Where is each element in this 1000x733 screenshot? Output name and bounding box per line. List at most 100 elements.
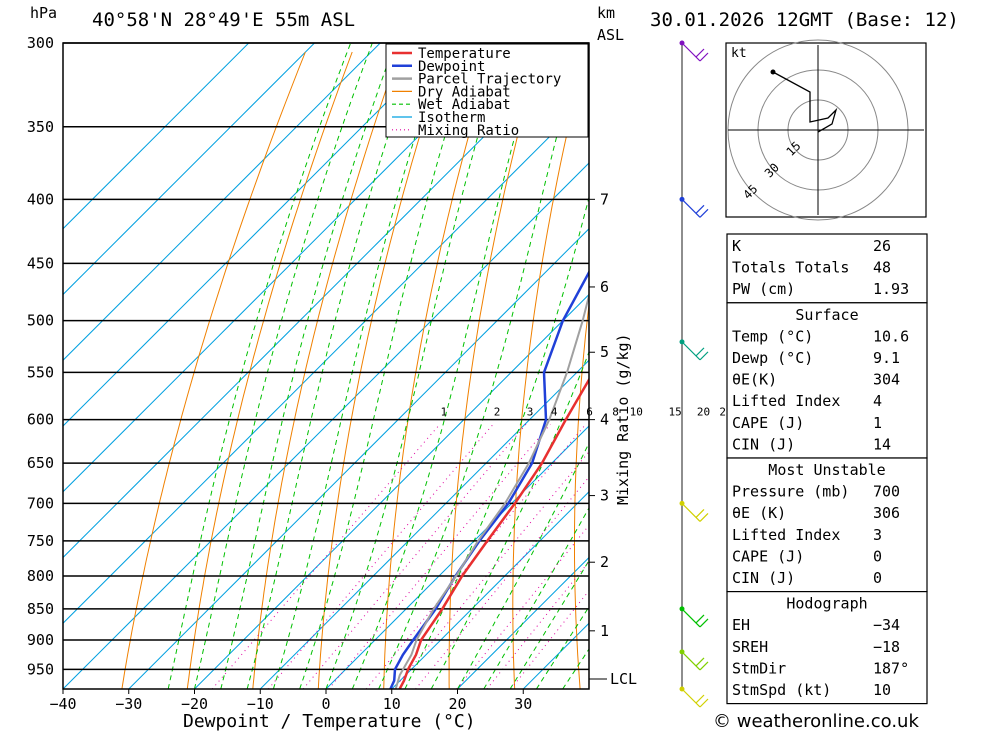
mixing-ratio-label: 3 [527, 406, 534, 419]
temperature-tick-label: 20 [448, 695, 466, 713]
most-unstable-table [726, 457, 928, 593]
pressure-tick-label: 700 [27, 494, 54, 512]
legend-box [385, 43, 589, 138]
wet-adiabat-line [246, 43, 420, 689]
wind-barb-staff [681, 688, 701, 708]
dry-adiabat-line [634, 52, 680, 689]
dry-adiabat-line [512, 51, 587, 689]
mixing-ratio-axis-label: Mixing Ratio (g/kg) [614, 333, 632, 505]
wind-barb-flag [695, 347, 705, 357]
hodograph-unit-label: kt [731, 46, 747, 61]
hodograph-row-value: 10 [873, 681, 891, 699]
mixing-ratio-line [486, 560, 589, 689]
hodograph-row-label: StmDir [732, 659, 786, 677]
mixing-ratio-label: 6 [586, 406, 593, 419]
most-unstable-row-label: CIN (J) [732, 569, 795, 587]
wind-barbs [679, 40, 709, 708]
dry-adiabat-line [252, 51, 400, 689]
pressure-tick-label: 450 [27, 254, 54, 272]
hodograph-top-point [770, 69, 776, 75]
legend-label: Dewpoint [418, 59, 485, 75]
surface-row-value: 304 [873, 371, 900, 389]
dewpoint-profile [389, 269, 589, 689]
wet-adiabat-line [194, 43, 373, 689]
height-km-tick-labels: 7 6 5 4 3 2 1 [589, 190, 609, 640]
surface-row-value: 10.6 [873, 327, 909, 345]
wind-barb-flag [699, 661, 709, 671]
pressure-tick-label: 350 [27, 118, 54, 136]
temperature-tick-labels: −40 −30 −20 −10 0 10 20 30 [49, 689, 532, 713]
wind-barb-flag [695, 614, 705, 624]
pressure-tick-label: 800 [27, 567, 54, 585]
mixing-ratio-label: 20 [697, 406, 710, 419]
mixing-ratio-label: 1 [440, 406, 447, 419]
dry-adiabat-line [574, 300, 589, 689]
pressure-tick-label: 550 [27, 363, 54, 381]
wind-barb-staff [681, 341, 701, 361]
isotherm-line [457, 556, 589, 689]
temperature-tick-label: 0 [321, 695, 330, 713]
hodograph-title: Hodograph [786, 595, 867, 613]
temperature-tick-label: −20 [181, 695, 208, 713]
wind-barb-flag [699, 52, 709, 62]
wind-barb-flag [695, 657, 705, 667]
datetime-title: 30.01.2026 12GMT (Base: 12) [650, 9, 959, 31]
hodograph-row-label: StmSpd (kt) [732, 681, 831, 699]
wet-adiabat-line [457, 442, 589, 689]
mixing-ratio-label: 15 [668, 406, 681, 419]
temperature-tick-label: −10 [247, 695, 274, 713]
x-axis-label: Dewpoint / Temperature (°C) [183, 711, 476, 732]
surface-row-value: 4 [873, 392, 882, 410]
wind-barb-flag [699, 351, 709, 361]
pressure-tick-label: 650 [27, 454, 54, 472]
wet-adiabat-line [272, 43, 446, 689]
isotherm-line [63, 43, 578, 559]
mixing-ratio-line [302, 423, 527, 689]
pressure-unit-label: hPa [30, 4, 57, 22]
indices-row-value: 26 [873, 237, 891, 255]
hodograph-trace [772, 71, 838, 133]
stability-tables: K 26 Totals Totals 48 PW (cm) 1.93 Surface Temp… [726, 233, 928, 705]
pressure-tick-labels: 300 350 400 450 500 550 600 650 700 750 800 850 900 9… [27, 34, 54, 678]
legend-label: Wet Adiabat [418, 97, 511, 113]
dry-adiabat-line [958, 52, 1000, 689]
plot-background-lines [63, 43, 1000, 689]
surface-title: Surface [795, 306, 858, 324]
mixing-ratio-label: 8 [612, 406, 619, 419]
hodograph-table [726, 590, 928, 705]
lcl-label: LCL [610, 670, 637, 688]
surface-row-label: CIN (J) [732, 435, 795, 453]
dry-adiabat-line [383, 51, 494, 689]
dry-adiabat-line [692, 52, 727, 689]
wind-barb-flag [699, 208, 709, 218]
hodograph-row-value: 187° [873, 659, 909, 677]
isotherm-line [128, 228, 589, 689]
km-tick-label: 3 [600, 487, 609, 505]
location-title: 40°58'N 28°49'E 55m ASL [92, 9, 355, 31]
isotherm-line [259, 359, 589, 689]
wet-adiabat-line [430, 350, 589, 689]
isotherm-line [63, 43, 315, 296]
wind-barb-flag [699, 512, 709, 522]
most-unstable-row-label: Lifted Index [732, 526, 840, 544]
isotherm-line [63, 96, 589, 624]
pressure-tick-label: 300 [27, 34, 54, 52]
indices-row-value: 48 [873, 259, 891, 277]
isotherm-line [63, 43, 250, 230]
wet-adiabat-line [167, 43, 352, 689]
most-unstable-row-label: θE (K) [732, 504, 786, 522]
indices-table [726, 233, 928, 304]
pressure-tick-label: 400 [27, 190, 54, 208]
wind-barb-flag [699, 698, 709, 708]
most-unstable-title: Most Unstable [768, 461, 885, 479]
pressure-tick-label: 900 [27, 631, 54, 649]
temperature-tick-label: 10 [383, 695, 401, 713]
wet-adiabat-line [299, 43, 474, 689]
pressure-tick-label: 950 [27, 660, 54, 678]
wind-barb-flag [695, 48, 705, 58]
km-tick-label: 6 [600, 278, 609, 296]
mixing-ratio-line [328, 423, 551, 689]
legend-label: Mixing Ratio [418, 123, 519, 139]
